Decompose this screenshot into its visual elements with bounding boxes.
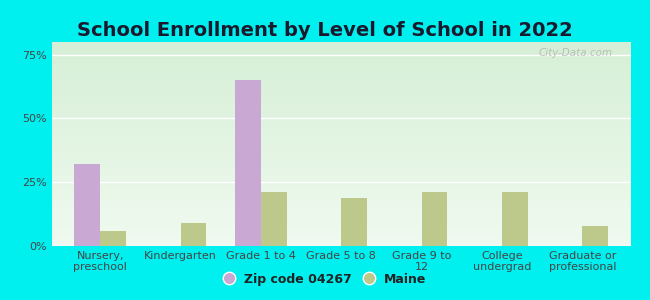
- Bar: [422, 193, 447, 246]
- Bar: [75, 164, 100, 246]
- Bar: [100, 231, 126, 246]
- Text: School Enrollment by Level of School in 2022: School Enrollment by Level of School in …: [77, 21, 573, 40]
- Bar: [341, 197, 367, 246]
- Legend: Zip code 04267, Maine: Zip code 04267, Maine: [218, 268, 432, 291]
- Bar: [582, 226, 608, 246]
- Bar: [235, 80, 261, 246]
- Text: City-Data.com: City-Data.com: [539, 48, 613, 58]
- Bar: [181, 223, 206, 246]
- Bar: [502, 193, 528, 246]
- Bar: [261, 193, 287, 246]
